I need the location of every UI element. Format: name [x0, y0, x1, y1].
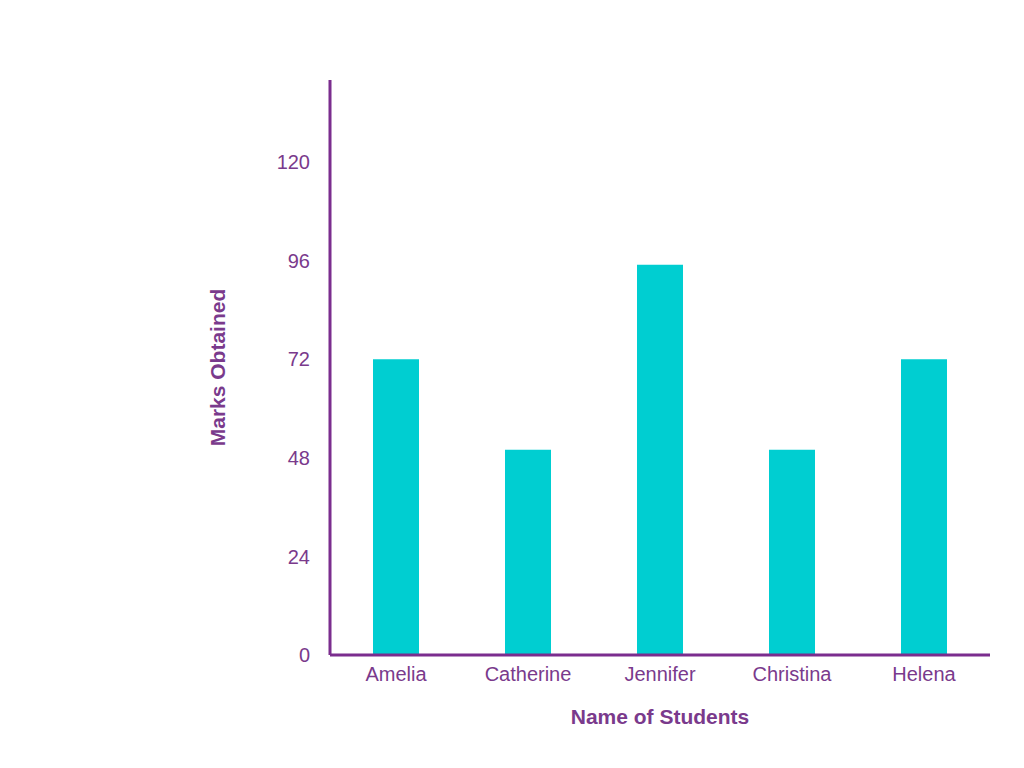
svg-text:Jennifer: Jennifer — [624, 663, 695, 685]
svg-text:Marks Obtained: Marks Obtained — [206, 289, 229, 447]
svg-text:0: 0 — [299, 644, 310, 666]
svg-text:48: 48 — [288, 447, 310, 469]
svg-text:96: 96 — [288, 250, 310, 272]
svg-text:24: 24 — [288, 546, 310, 568]
svg-text:Catherine: Catherine — [485, 663, 572, 685]
svg-text:Helena: Helena — [892, 663, 956, 685]
svg-text:72: 72 — [288, 348, 310, 370]
svg-text:Amelia: Amelia — [365, 663, 427, 685]
svg-text:120: 120 — [277, 151, 310, 173]
svg-text:Christina: Christina — [753, 663, 833, 685]
svg-text:Name of Students: Name of Students — [571, 705, 750, 728]
